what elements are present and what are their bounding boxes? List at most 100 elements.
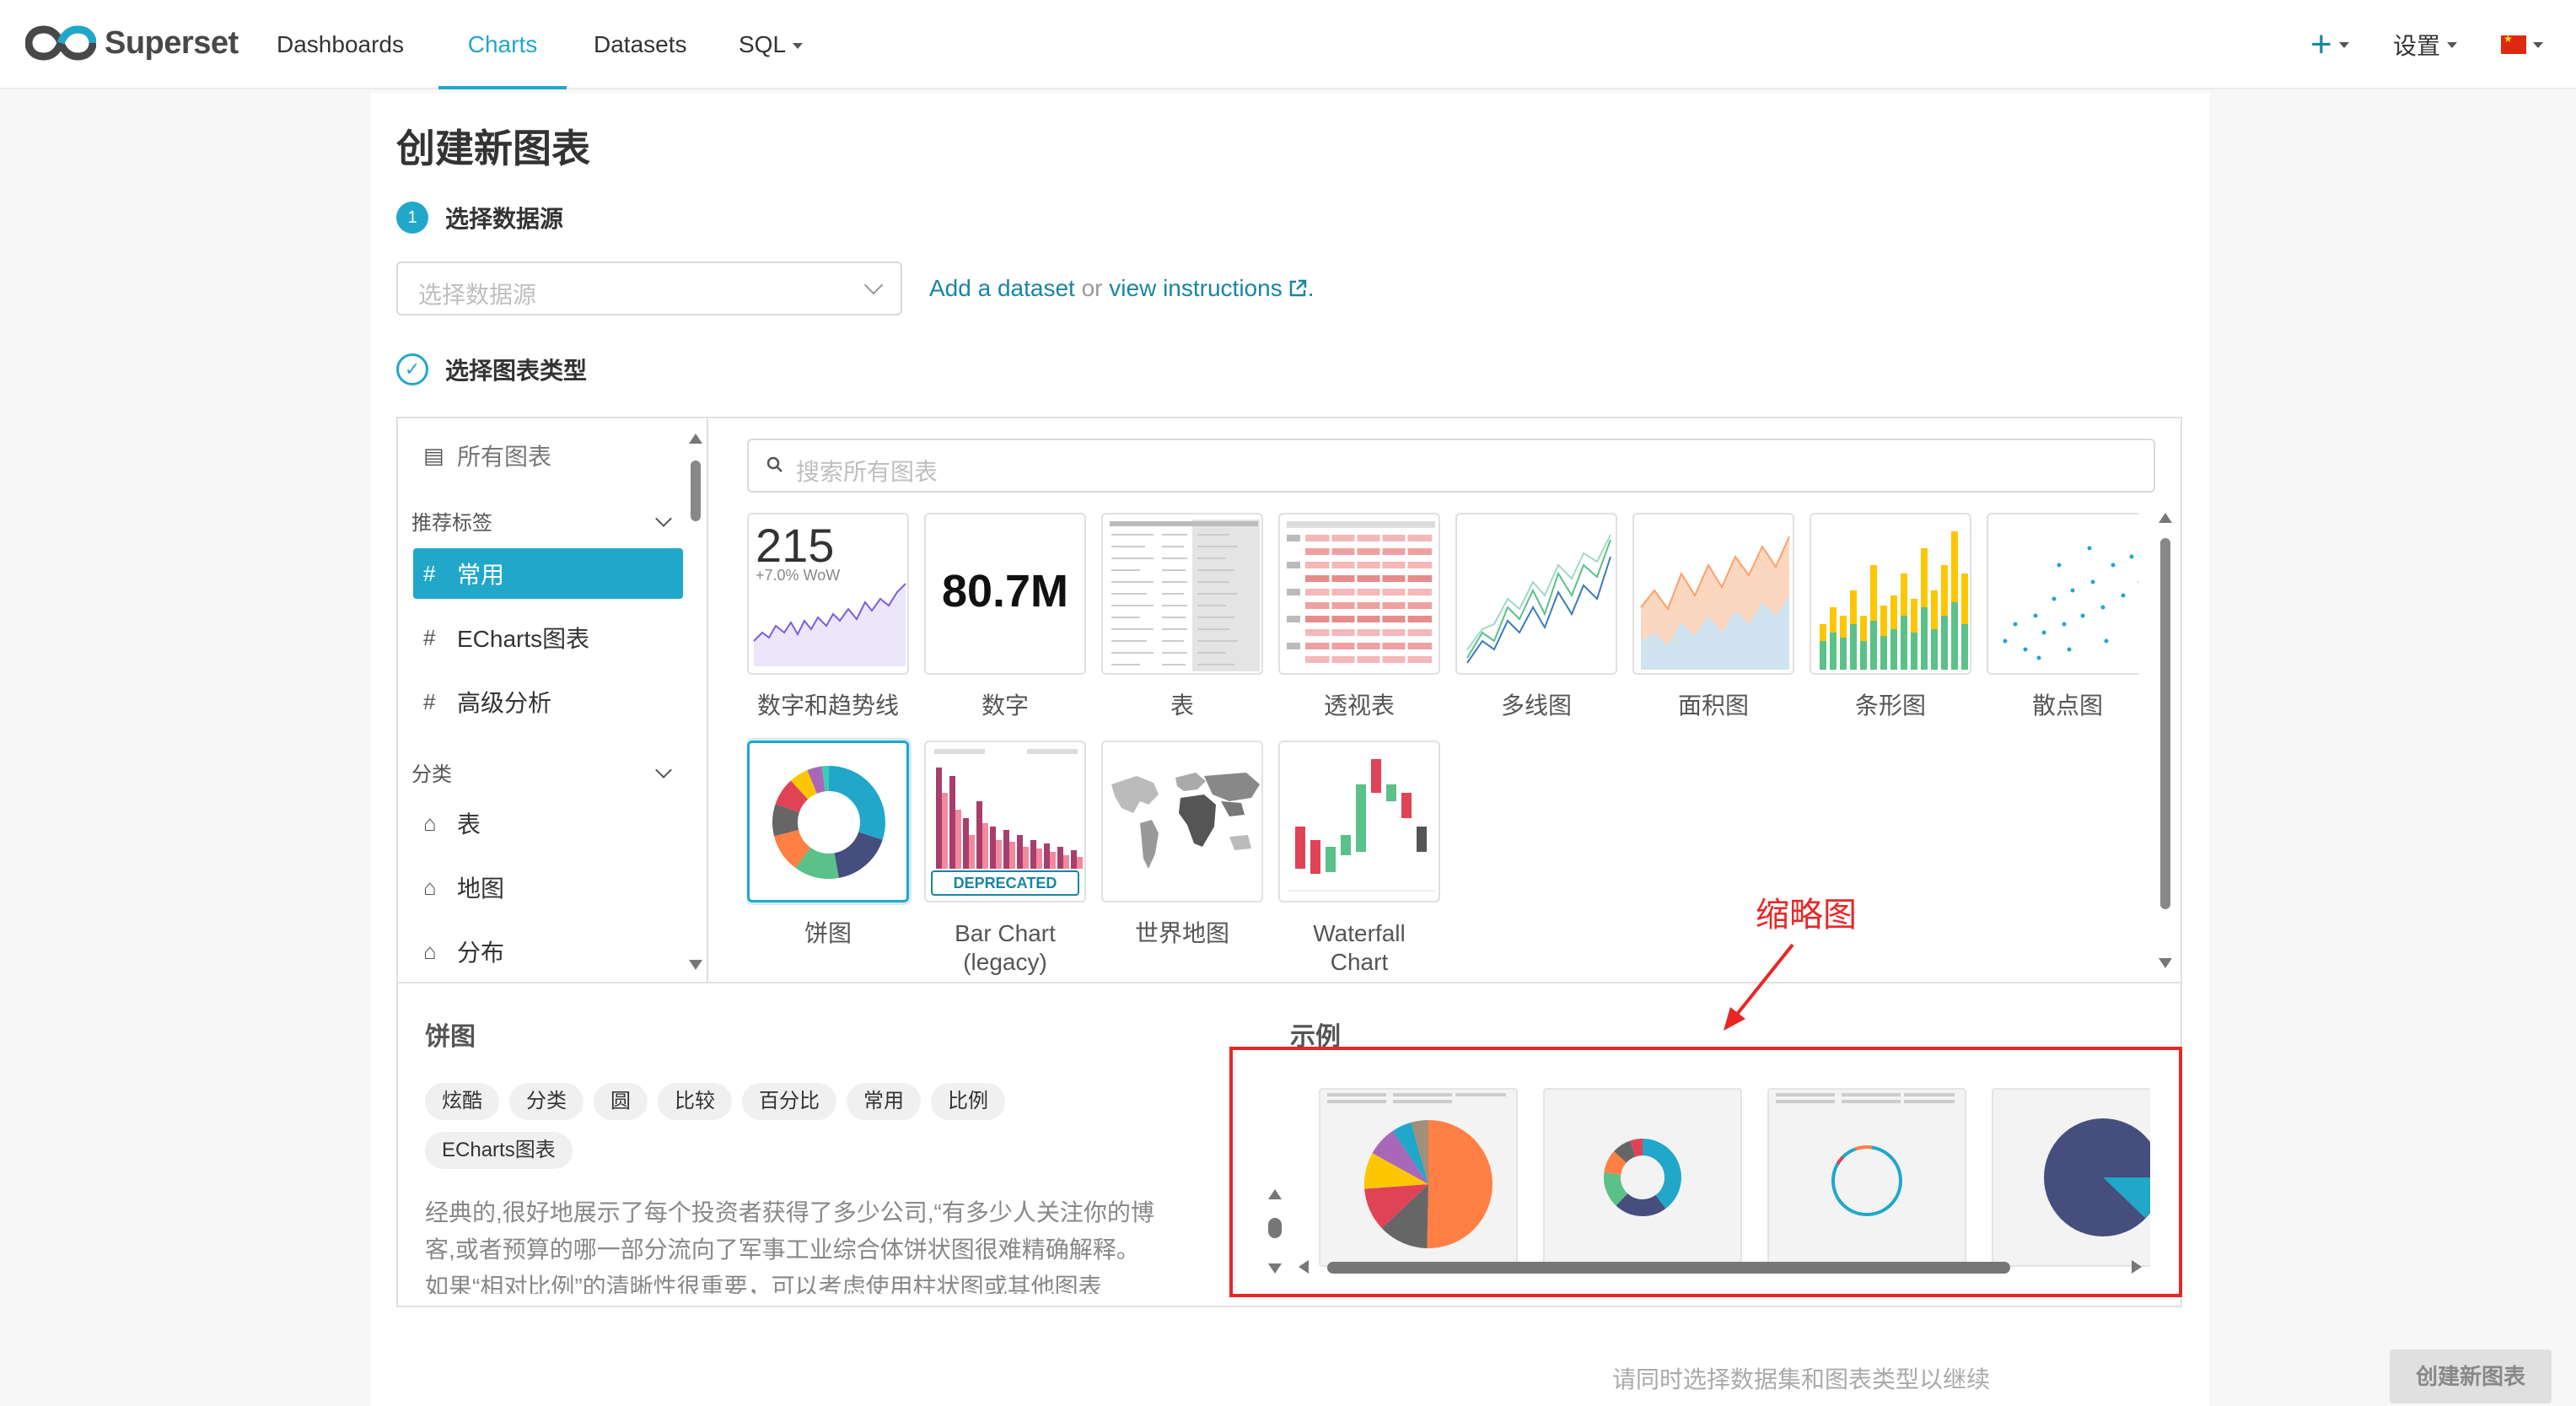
- chart-tile-name: 世界地图: [1134, 920, 1229, 946]
- scroll-right-icon[interactable]: [2132, 1260, 2142, 1274]
- scroll-down-icon[interactable]: [1268, 1263, 1282, 1274]
- dataset-select-placeholder: 选择数据源: [418, 282, 537, 308]
- example-thumbnail[interactable]: [1767, 1088, 1966, 1267]
- scroll-thumb[interactable]: [2160, 538, 2170, 909]
- chart-thumbnail: 215 +7.0% WoW: [747, 513, 909, 675]
- sidebar-item-label: 表: [457, 811, 481, 838]
- new-menu[interactable]: +: [2310, 0, 2349, 89]
- example-thumbnail[interactable]: [1319, 1088, 1518, 1267]
- examples-horizontal-scrollbar[interactable]: [1299, 1258, 2142, 1275]
- chart-tile-multi-line[interactable]: 多线图: [1455, 513, 1617, 720]
- sidebar-item-label: 所有图表: [457, 444, 552, 470]
- chart-tile-table[interactable]: 表: [1101, 513, 1263, 720]
- nav-charts[interactable]: Charts: [438, 0, 567, 89]
- nav-datasets[interactable]: Datasets: [594, 31, 687, 57]
- gallery-scrollbar[interactable]: [2157, 513, 2174, 968]
- annotation-highlight-box: [1229, 1047, 2182, 1297]
- chart-tile-name-line1: Waterfall: [1313, 920, 1406, 946]
- tag: 百分比: [742, 1083, 836, 1120]
- examples-vertical-scrollbar[interactable]: [1266, 1189, 1283, 1274]
- china-flag-icon: [2501, 33, 2526, 54]
- chart-tile-bar-legacy[interactable]: DEPRECATED Bar Chart (legacy): [924, 741, 1086, 975]
- chart-tile-name: 透视表: [1323, 692, 1395, 719]
- chart-tile-name: 数字: [981, 692, 1029, 719]
- sidebar-item-table[interactable]: ⌂ 表: [413, 798, 683, 848]
- chart-thumbnail: [1810, 513, 1971, 675]
- create-chart-card: 创建新图表 1 选择数据源 选择数据源 Add a dataset or vie…: [371, 93, 2552, 1406]
- nav-dashboards[interactable]: Dashboards: [277, 31, 404, 57]
- all-charts-icon: ▤: [423, 442, 444, 468]
- chevron-down-icon: [863, 275, 884, 295]
- annotation-label: 缩略图: [1756, 897, 1857, 934]
- scroll-thumb[interactable]: [1268, 1218, 1282, 1238]
- example-thumbnail[interactable]: [1992, 1088, 2150, 1267]
- chart-tile-name-line1: Bar Chart: [955, 920, 1056, 946]
- category-section-header[interactable]: 分类: [411, 757, 681, 787]
- create-chart-button[interactable]: 创建新图表: [2390, 1349, 2552, 1403]
- chart-tile-big-number[interactable]: 80.7M 数字: [924, 513, 1086, 720]
- chart-tile-name: 条形图: [1854, 692, 1926, 719]
- superset-logo[interactable]: Superset: [25, 22, 239, 64]
- section-label: 分类: [411, 763, 452, 786]
- sidebar-scrollbar[interactable]: [686, 427, 703, 975]
- recommended-section-header[interactable]: 推荐标签: [411, 506, 681, 536]
- sidebar-item-advanced-analytics[interactable]: # 高级分析: [413, 676, 683, 727]
- example-thumbnail[interactable]: [1543, 1088, 1742, 1267]
- chart-tile-pie[interactable]: 饼图: [747, 741, 909, 948]
- sidebar-item-map[interactable]: ⌂ 地图: [413, 862, 683, 913]
- top-navbar: Superset Dashboards Charts Datasets SQL …: [0, 0, 2576, 89]
- big-number-value: 215: [756, 519, 835, 572]
- chart-detail-panel: 饼图 示例 炫酷 分类圆比较 百分比 常用 比例 ECharts图表 经典的,很好地展示了…: [398, 982, 2181, 1306]
- nav-sql[interactable]: SQL: [739, 0, 804, 89]
- tag: 分类: [509, 1083, 583, 1120]
- chart-description: 经典的,很好地展示了每个投资者获得了多少公司,“有多少人关注你的博客,或者预算的…: [425, 1199, 1154, 1294]
- sidebar-item-echarts[interactable]: # ECharts图表: [413, 612, 683, 663]
- shapes-icon: ⌂: [423, 810, 437, 836]
- chart-tile-world-map[interactable]: 世界地图: [1101, 741, 1263, 948]
- language-menu[interactable]: [2501, 0, 2543, 89]
- chart-search-input[interactable]: 搜索所有图表: [747, 439, 2155, 493]
- chart-type-chooser: ▤ 所有图表 推荐标签 # 常用 # ECharts图表 # 高级分析 分类: [396, 417, 2182, 1307]
- sidebar-item-label: 常用: [457, 562, 505, 588]
- chart-tile-pivot-table[interactable]: 透视表: [1278, 513, 1440, 720]
- chart-thumbnail: [1101, 513, 1263, 675]
- step-number-badge: 1: [396, 202, 428, 234]
- example-thumbnails: [1290, 1078, 2150, 1292]
- dataset-select[interactable]: 选择数据源: [396, 261, 902, 315]
- chart-tile-big-number-trendline[interactable]: 215 +7.0% WoW 数字和趋势线: [747, 513, 909, 720]
- search-icon: [766, 456, 782, 472]
- scroll-down-icon[interactable]: [2159, 958, 2172, 968]
- nav-sql-label: SQL: [739, 31, 787, 57]
- scroll-up-icon[interactable]: [1268, 1189, 1282, 1199]
- scroll-left-icon[interactable]: [1299, 1260, 1309, 1274]
- chart-tile-area[interactable]: 面积图: [1632, 513, 1794, 720]
- trendline-graphic: [753, 583, 906, 666]
- view-instructions-link[interactable]: view instructions: [1109, 275, 1283, 301]
- footer-hint: 请同时选择数据集和图表类型以继续: [1612, 1366, 1991, 1393]
- chart-tile-scatter[interactable]: 散点图: [1987, 513, 2138, 720]
- scroll-down-icon[interactable]: [689, 960, 702, 970]
- sidebar-item-label: ECharts图表: [457, 626, 590, 652]
- scroll-thumb[interactable]: [691, 461, 701, 521]
- chart-thumbnail: [1101, 741, 1263, 902]
- chart-tile-name: Waterfall Chart: [1278, 919, 1440, 975]
- settings-menu[interactable]: 设置: [2393, 0, 2458, 89]
- scroll-thumb[interactable]: [1327, 1262, 2010, 1274]
- add-dataset-link[interactable]: Add a dataset: [929, 275, 1075, 301]
- sidebar-item-distribution[interactable]: ⌂ 分布: [413, 926, 683, 977]
- chart-tile-waterfall[interactable]: Waterfall Chart: [1278, 741, 1440, 975]
- scatter-chart-graphic: [2003, 546, 2138, 660]
- sidebar-item-all-charts[interactable]: ▤ 所有图表: [413, 430, 683, 481]
- section-label: 推荐标签: [411, 512, 492, 535]
- check-icon: ✓: [396, 353, 428, 385]
- shapes-icon: ⌂: [423, 874, 437, 900]
- external-link-icon[interactable]: [1288, 278, 1308, 299]
- scroll-up-icon[interactable]: [2159, 513, 2172, 523]
- hash-icon: #: [423, 624, 436, 650]
- scroll-up-icon[interactable]: [689, 434, 702, 444]
- chart-tile-bar[interactable]: 条形图: [1810, 513, 1971, 720]
- pivot-table-graphic: [1287, 521, 1435, 666]
- chart-tile-name: Bar Chart (legacy): [924, 919, 1086, 975]
- page-title: 创建新图表: [396, 127, 590, 170]
- sidebar-item-popular[interactable]: # 常用: [413, 548, 683, 599]
